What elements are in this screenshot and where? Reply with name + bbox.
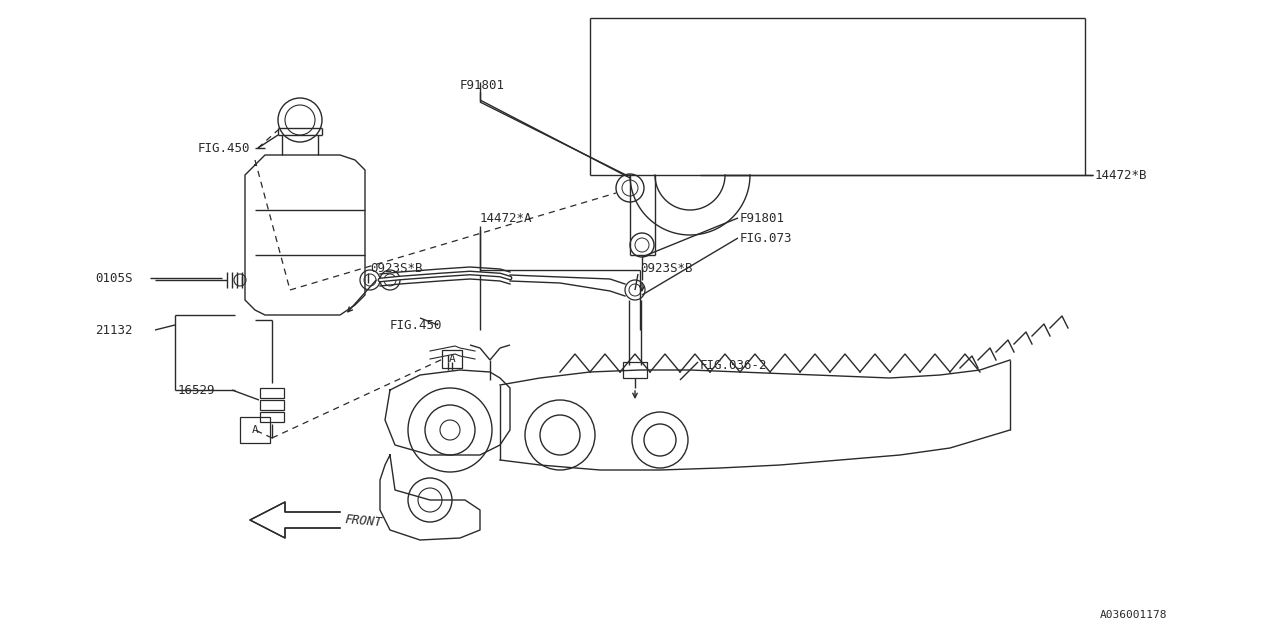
Bar: [623, 362, 646, 378]
Text: A036001178: A036001178: [1100, 610, 1167, 620]
Text: 14472*A: 14472*A: [480, 211, 532, 225]
Text: 0105S: 0105S: [95, 271, 133, 285]
Bar: [442, 350, 462, 368]
Text: 0923S*B: 0923S*B: [370, 262, 422, 275]
Text: FIG.450: FIG.450: [390, 319, 443, 332]
Text: 14472*B: 14472*B: [1094, 168, 1147, 182]
Text: A: A: [448, 354, 456, 364]
Bar: [241, 417, 270, 443]
Text: F91801: F91801: [460, 79, 506, 92]
Bar: [260, 400, 284, 410]
Polygon shape: [250, 502, 340, 538]
Text: FIG.450: FIG.450: [198, 141, 251, 154]
Text: 0923S*B: 0923S*B: [640, 262, 692, 275]
Bar: [260, 412, 284, 422]
Text: 21132: 21132: [95, 323, 133, 337]
Text: A: A: [252, 425, 259, 435]
Text: FIG.036-2: FIG.036-2: [700, 358, 768, 371]
Text: 16529: 16529: [178, 383, 215, 397]
Text: FRONT: FRONT: [344, 513, 383, 530]
Bar: [260, 388, 284, 398]
Text: F91801: F91801: [740, 211, 785, 225]
Text: FIG.073: FIG.073: [740, 232, 792, 244]
